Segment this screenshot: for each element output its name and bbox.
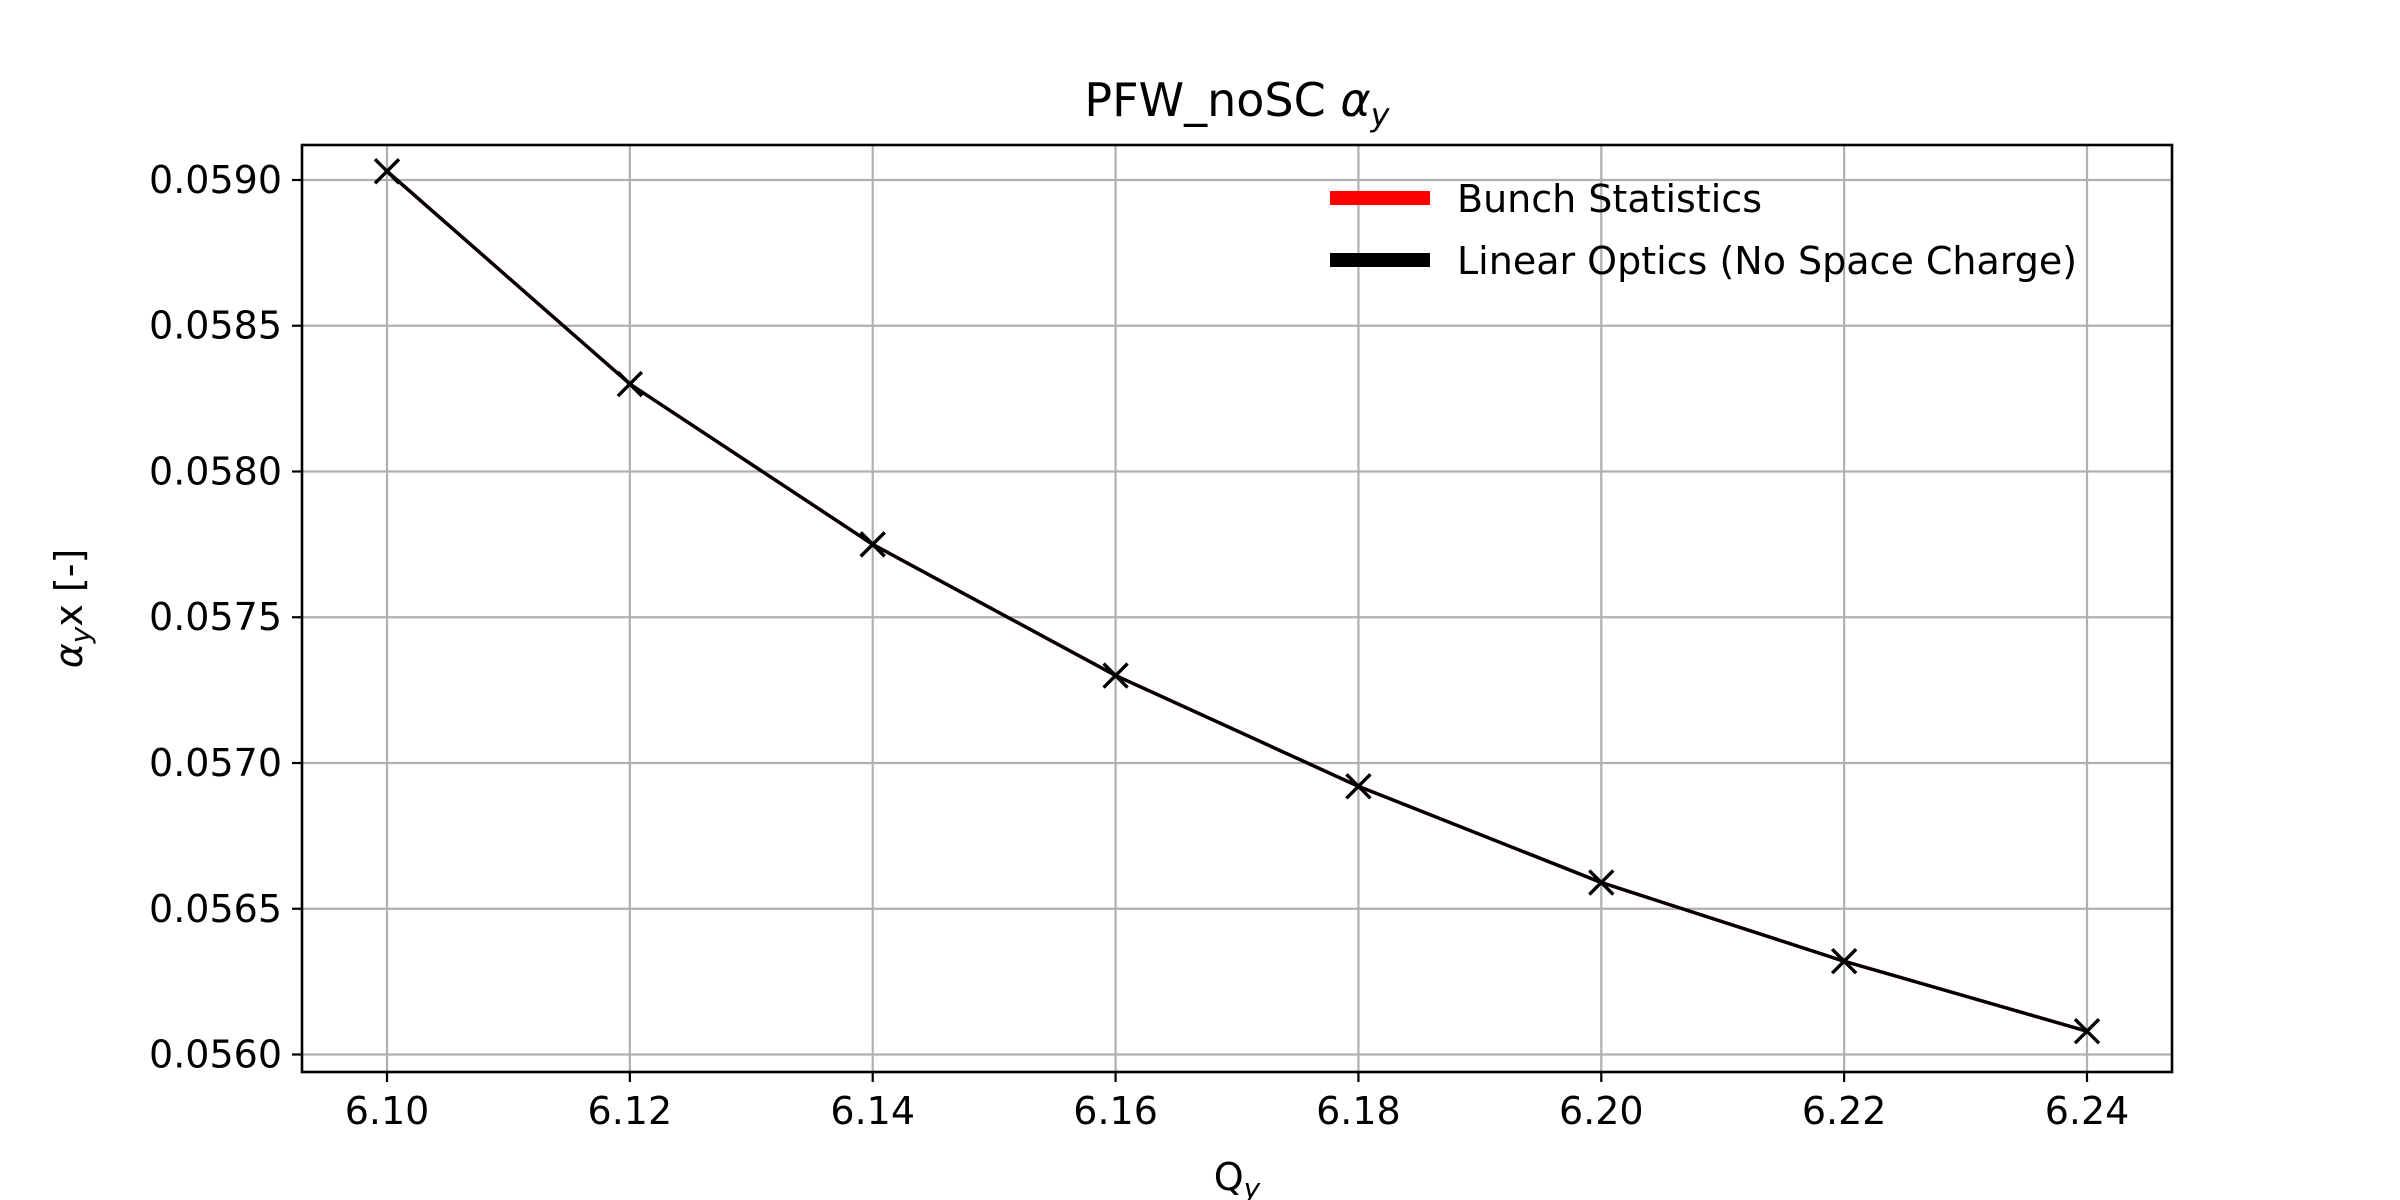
series-layer [373, 158, 2101, 1045]
y-tick-label: 0.0565 [149, 887, 282, 931]
data-point-stroke [1345, 773, 1372, 800]
data-point [1830, 948, 1858, 975]
chart-title: PFW_noSC αy [1084, 73, 1390, 134]
data-point [373, 158, 401, 185]
data-point-stroke [1588, 869, 1615, 896]
legend-label-bunch-statistics: Bunch Statistics [1457, 177, 1762, 221]
legend: Bunch Statistics Linear Optics (No Space… [1330, 177, 2077, 283]
x-tick-label: 6.12 [588, 1089, 673, 1133]
grid [302, 145, 2172, 1072]
data-point-stroke [616, 370, 644, 398]
y-tick-label: 0.0585 [149, 304, 282, 348]
x-tick-label: 6.10 [345, 1089, 430, 1133]
data-point-stroke [373, 158, 401, 185]
y-tick-label: 0.0575 [149, 595, 282, 639]
y-tick-label: 0.0580 [149, 449, 282, 493]
data-point [616, 370, 644, 398]
data-point-stroke [1830, 948, 1858, 975]
data-point-stroke [1102, 662, 1129, 689]
plot-frame [300, 143, 2174, 1074]
data-point [1345, 773, 1372, 800]
y-tick-label: 0.0590 [149, 158, 282, 202]
y-tick-label: 0.0570 [149, 741, 282, 785]
y-tick-label: 0.0560 [149, 1033, 282, 1077]
data-point-stroke [2073, 1017, 2101, 1045]
legend-label-linear-optics: Linear Optics (No Space Charge) [1457, 239, 2077, 283]
data-point [859, 531, 886, 558]
x-tick-label: 6.18 [1316, 1089, 1401, 1133]
series-line-1 [385, 169, 2088, 1033]
x-tick-label: 6.16 [1073, 1089, 1158, 1133]
y-axis-title: αyx [-] [47, 549, 97, 669]
x-tick-label: 6.24 [2045, 1089, 2130, 1133]
data-point [1588, 869, 1615, 896]
data-point [1102, 662, 1129, 689]
data-point [2073, 1017, 2101, 1045]
x-tick-label: 6.22 [1802, 1089, 1887, 1133]
x-axis-title: Qy [1214, 1155, 1261, 1200]
x-tick-label: 6.14 [830, 1089, 915, 1133]
x-tick-label: 6.20 [1559, 1089, 1644, 1133]
data-point-stroke [859, 531, 886, 558]
ticks: 6.10 6.12 6.14 6.16 6.18 6.20 6.22 6.24 0.0560 0.… [149, 158, 2129, 1133]
